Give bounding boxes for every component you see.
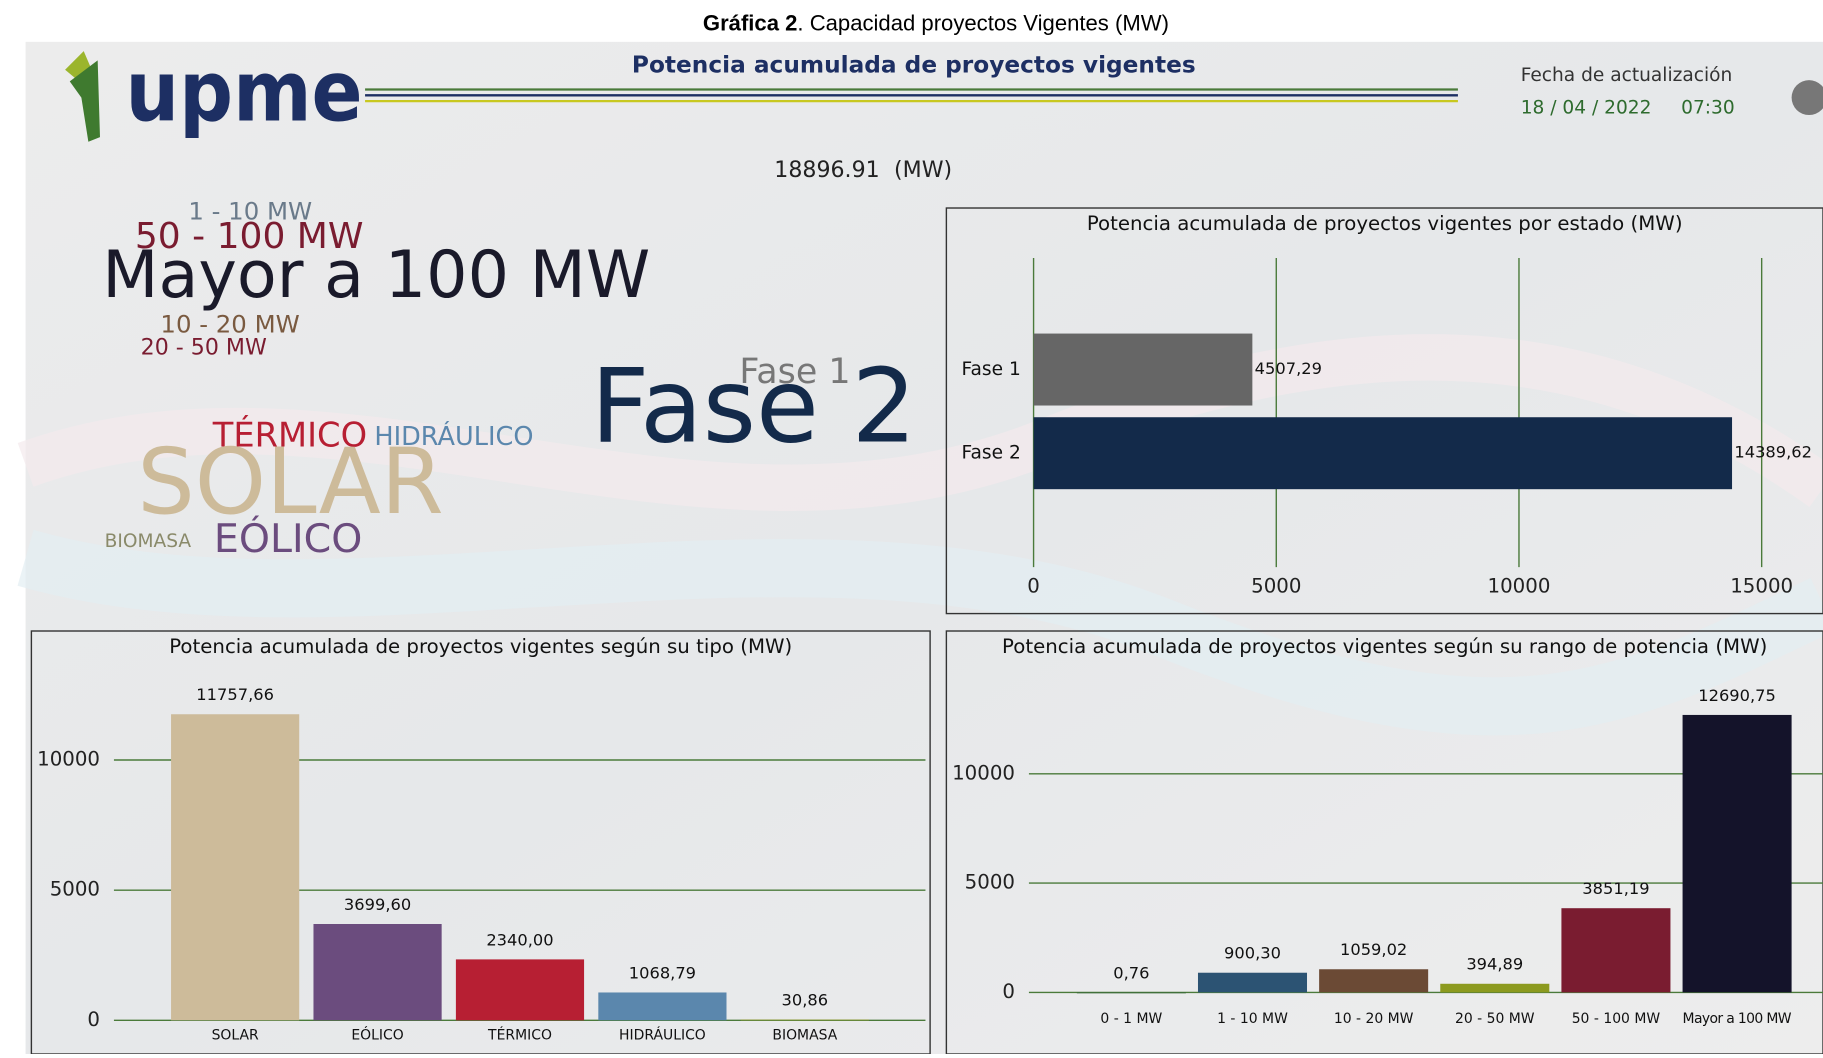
x-tick-label: 50 - 100 MW bbox=[1572, 1011, 1661, 1027]
y-tick-label: Fase 1 bbox=[962, 359, 1021, 380]
data-label: 1068,79 bbox=[629, 963, 696, 982]
x-tick-label: 20 - 50 MW bbox=[1455, 1011, 1535, 1027]
y-tick-label: 0 bbox=[87, 1008, 100, 1031]
x-tick-label: EÓLICO bbox=[351, 1025, 403, 1043]
x-tick-label: HIDRÁULICO bbox=[619, 1026, 706, 1043]
chart-title: Potencia acumulada de proyectos vigentes… bbox=[1002, 635, 1767, 658]
x-tick-label: Mayor a 100 MW bbox=[1683, 1011, 1792, 1027]
x-tick-label: 15000 bbox=[1730, 574, 1793, 597]
caption-bold: Gráfica 2 bbox=[703, 10, 798, 35]
x-tick-label: TÉRMICO bbox=[487, 1026, 552, 1043]
total-unit: (MW) bbox=[894, 158, 952, 183]
x-tick-label: 0 - 1 MW bbox=[1100, 1011, 1162, 1027]
data-label: 30,86 bbox=[782, 990, 829, 1009]
bar bbox=[1198, 973, 1307, 993]
y-tick-label: 5000 bbox=[50, 878, 100, 901]
data-label: 394,89 bbox=[1466, 955, 1523, 974]
bar bbox=[456, 959, 584, 1020]
bar bbox=[1319, 969, 1428, 992]
y-tick-label: 10000 bbox=[37, 747, 100, 770]
bar bbox=[741, 1019, 869, 1020]
bar bbox=[1077, 992, 1186, 993]
caption-rest: . Capacidad proyectos Vigentes (MW) bbox=[797, 10, 1168, 35]
word: Fase 1 bbox=[739, 352, 850, 392]
data-label: 12690,75 bbox=[1698, 686, 1776, 705]
update-label: Fecha de actualización bbox=[1521, 65, 1733, 86]
data-label: 900,30 bbox=[1224, 944, 1281, 963]
update-date: 18 / 04 / 2022 bbox=[1521, 98, 1652, 119]
chart-title: Potencia acumulada de proyectos vigentes… bbox=[169, 635, 792, 658]
x-tick-label: 1 - 10 MW bbox=[1217, 1011, 1288, 1027]
y-tick-label: 5000 bbox=[965, 871, 1015, 894]
header-title: Potencia acumulada de proyectos vigentes bbox=[632, 52, 1196, 79]
y-tick-label: 10000 bbox=[952, 761, 1015, 784]
caption: Gráfica 2. Capacidad proyectos Vigentes … bbox=[703, 10, 1169, 35]
y-tick-label: Fase 2 bbox=[962, 443, 1021, 464]
x-tick-label: 5000 bbox=[1251, 574, 1301, 597]
word: Mayor a 100 MW bbox=[102, 238, 650, 313]
data-label: 3851,19 bbox=[1582, 879, 1649, 898]
dashboard: Gráfica 2. Capacidad proyectos Vigentes … bbox=[0, 0, 1823, 1054]
x-tick-label: BIOMASA bbox=[772, 1027, 837, 1043]
chart-title: Potencia acumulada de proyectos vigentes… bbox=[1087, 212, 1683, 235]
bar bbox=[1440, 984, 1549, 993]
bar bbox=[1034, 334, 1253, 406]
bar bbox=[1683, 715, 1792, 992]
logo-text: upme bbox=[126, 43, 363, 141]
bar bbox=[598, 992, 726, 1020]
x-tick-label: 10000 bbox=[1488, 574, 1551, 597]
word: BIOMASA bbox=[105, 531, 192, 552]
bar bbox=[1034, 417, 1732, 489]
word: EÓLICO bbox=[214, 515, 362, 562]
data-label: 3699,60 bbox=[344, 895, 411, 914]
data-label: 11757,66 bbox=[196, 685, 274, 704]
bar bbox=[171, 714, 299, 1020]
bar bbox=[1561, 908, 1670, 992]
data-label: 0,76 bbox=[1113, 963, 1149, 982]
data-label: 4507,29 bbox=[1255, 359, 1322, 378]
total-value: 18896.91 bbox=[774, 158, 879, 183]
bar bbox=[313, 924, 441, 1020]
update-time: 07:30 bbox=[1681, 98, 1735, 119]
word: 10 - 20 MW bbox=[160, 309, 299, 338]
word: 20 - 50 MW bbox=[141, 336, 267, 361]
data-label: 1059,02 bbox=[1340, 940, 1407, 959]
x-tick-label: 10 - 20 MW bbox=[1334, 1011, 1414, 1027]
x-tick-label: SOLAR bbox=[212, 1027, 259, 1043]
x-tick-label: 0 bbox=[1027, 574, 1040, 597]
y-tick-label: 0 bbox=[1002, 980, 1015, 1003]
data-label: 14389,62 bbox=[1734, 443, 1812, 462]
data-label: 2340,00 bbox=[486, 930, 553, 949]
